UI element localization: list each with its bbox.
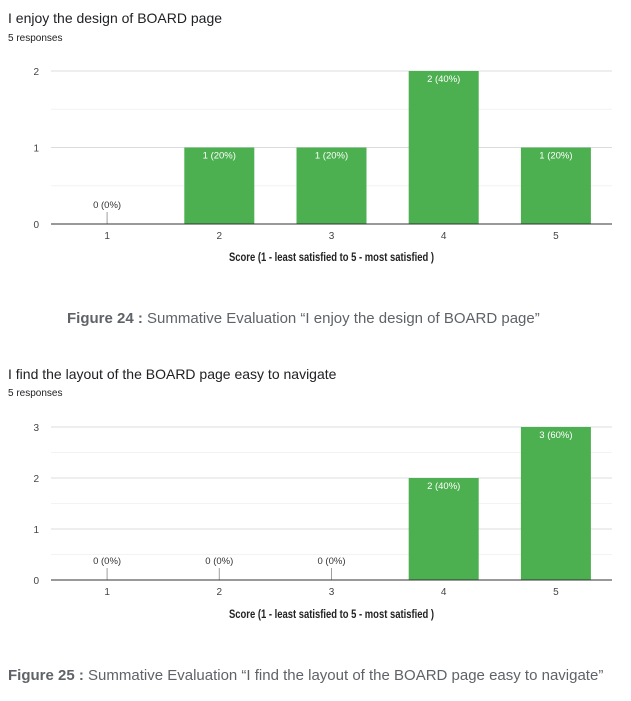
figure-25-label: Figure 25 :: [8, 667, 84, 684]
y-tick-label: 0: [33, 576, 39, 587]
chart-2-responses: 5 responses: [8, 388, 63, 399]
x-tick-label: 1: [104, 231, 110, 242]
y-tick-label: 0: [33, 220, 39, 231]
bar-data-label: 0 (0%): [93, 556, 121, 567]
chart-2-bar-chart: 0 1 2 3 0 (0%) 1 0 (0%) 2 0 (0%) 3 2 (40%) 4 3 (60%)…: [33, 423, 612, 621]
bar-data-label: 0 (0%): [93, 200, 121, 211]
bar-data-label: 2 (40%): [427, 74, 460, 85]
y-tick-label: 3: [33, 423, 39, 434]
x-tick-label: 4: [441, 587, 447, 598]
y-tick-label: 2: [33, 474, 39, 485]
y-tick-label: 1: [33, 144, 39, 155]
y-tick-label: 1: [33, 525, 39, 536]
x-tick-label: 2: [217, 587, 223, 598]
bar: [520, 147, 591, 224]
x-axis-title: Score (1 - least satisfied to 5 - most s…: [229, 250, 434, 264]
bar: [296, 147, 367, 224]
bar: [408, 71, 479, 224]
bar-data-label: 3 (60%): [539, 430, 572, 441]
bar-data-label: 0 (0%): [205, 556, 233, 567]
x-tick-label: 3: [329, 587, 335, 598]
x-tick-label: 1: [104, 587, 110, 598]
bar-data-label: 0 (0%): [318, 556, 346, 567]
chart-1-question: I enjoy the design of BOARD page: [8, 10, 223, 26]
x-tick-label: 4: [441, 231, 447, 242]
figure-24-text: Summative Evaluation “I enjoy the design…: [142, 310, 540, 327]
x-tick-label: 3: [329, 231, 335, 242]
x-axis-title: Score (1 - least satisfied to 5 - most s…: [229, 607, 434, 621]
chart-2-question: I find the layout of the BOARD page easy…: [8, 366, 337, 382]
x-tick-label: 2: [217, 231, 223, 242]
y-tick-label: 2: [33, 67, 39, 78]
bar-data-label: 1 (20%): [539, 151, 572, 162]
bar-data-label: 2 (40%): [427, 481, 460, 492]
x-tick-label: 5: [553, 231, 559, 242]
bar: [520, 427, 591, 580]
figure-25-text: Summative Evaluation “I find the layout …: [83, 667, 604, 684]
chart-1-responses: 5 responses: [8, 33, 63, 44]
figure-24-caption: Figure 24 : Summative Evaluation “I enjo…: [67, 310, 540, 327]
figure-25-caption: Figure 25 : Summative Evaluation “I find…: [8, 667, 603, 684]
bar: [408, 478, 479, 580]
bar-data-label: 1 (20%): [315, 151, 348, 162]
chart-1-bar-chart: 0 1 2 0 (0%) 1 1 (20%) 2 1 (20%) 3 2 (40%) 4 1 (20%…: [33, 67, 612, 264]
bar-data-label: 1 (20%): [203, 151, 236, 162]
x-tick-label: 5: [553, 587, 559, 598]
bar: [184, 147, 255, 224]
figure-24-label: Figure 24 :: [67, 310, 143, 327]
